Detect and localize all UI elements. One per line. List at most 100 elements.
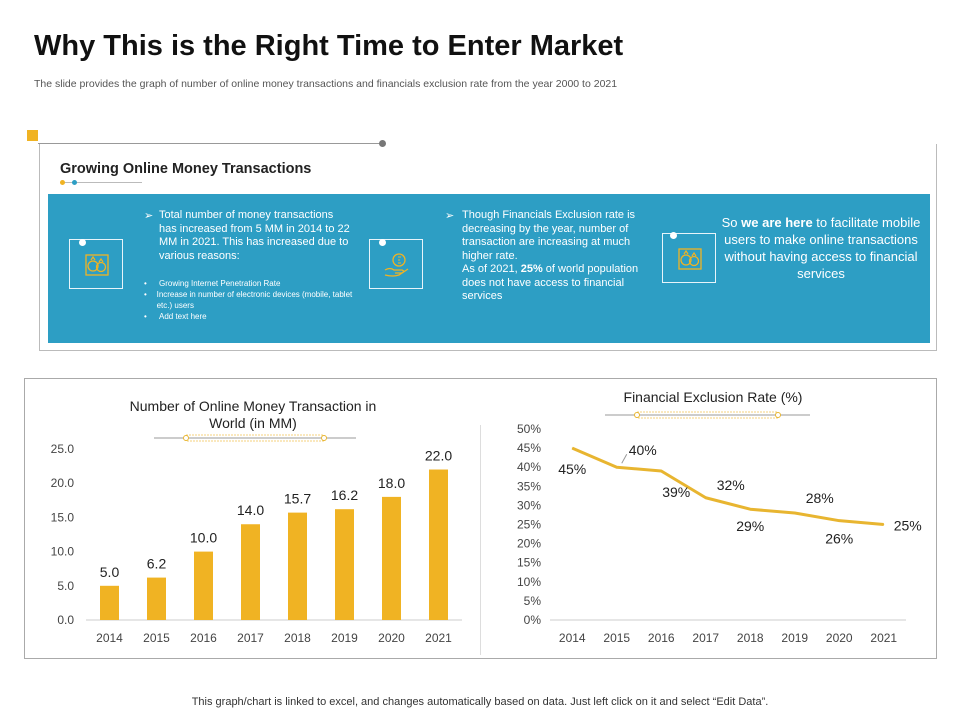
- x-tick-label: 2015: [143, 631, 170, 645]
- x-tick-label: 2020: [826, 631, 853, 645]
- title-rule-dot: [321, 435, 327, 441]
- x-tick-label: 2019: [781, 631, 808, 645]
- bullet-arrow-icon: ➢: [445, 210, 455, 222]
- col1-sub-list: • Growing Internet Penetration Rate • Incr…: [144, 278, 354, 322]
- x-tick-label: 2018: [284, 631, 311, 645]
- data-label: 10.0: [190, 530, 217, 546]
- list-item: • Growing Internet Penetration Rate: [144, 279, 281, 288]
- y-tick-label: 35%: [517, 479, 541, 493]
- data-label: 14.0: [237, 502, 264, 518]
- info-panel-frame: [39, 144, 937, 351]
- data-label: 18.0: [378, 475, 405, 491]
- list-item: • Increase in number of electronic device…: [144, 290, 353, 310]
- money-bags-icon: [662, 233, 716, 283]
- col1-bullet: Total number of money transactions has i…: [159, 209, 350, 262]
- page-subtitle: The slide provides the graph of number o…: [34, 78, 618, 90]
- y-tick-label: 20.0: [51, 476, 75, 490]
- x-tick-label: 2014: [96, 631, 123, 645]
- bar: [429, 469, 448, 620]
- charts-frame: [24, 378, 937, 659]
- x-tick-label: 2016: [190, 631, 217, 645]
- icon-dot: [379, 239, 386, 246]
- y-tick-label: 0%: [524, 613, 542, 627]
- icon-dot: [670, 232, 677, 239]
- page-title: Why This is the Right Time to Enter Mark…: [34, 30, 624, 62]
- x-tick-label: 2017: [237, 631, 264, 645]
- bar: [288, 512, 307, 620]
- data-label: 25%: [894, 518, 922, 534]
- x-tick-label: 2016: [648, 631, 675, 645]
- data-label: 5.0: [100, 564, 120, 580]
- y-tick-label: 50%: [517, 422, 541, 436]
- title-rule-dot: [634, 412, 640, 418]
- y-tick-label: 40%: [517, 460, 541, 474]
- x-tick-label: 2020: [378, 631, 405, 645]
- accent-square: [27, 130, 38, 141]
- y-tick-label: 45%: [517, 441, 541, 455]
- data-label: 29%: [736, 518, 764, 534]
- data-point: [883, 524, 885, 525]
- y-tick-label: 30%: [517, 498, 541, 512]
- bar-chart-title: Number of Online Money Transaction in Wo…: [129, 398, 377, 431]
- bullet-arrow-icon: ➢: [144, 210, 154, 222]
- icon-dot: [79, 239, 86, 246]
- data-label: 40%: [629, 442, 657, 458]
- section-rule-dot: [379, 140, 386, 147]
- money-bags-icon: [69, 239, 123, 289]
- title-rule-dot: [183, 435, 189, 441]
- y-tick-label: 25.0: [51, 442, 75, 456]
- y-tick-label: 15%: [517, 556, 541, 570]
- list-item: • Add text here: [144, 312, 207, 321]
- data-point: [794, 512, 796, 514]
- data-label: 26%: [825, 531, 853, 547]
- x-tick-label: 2014: [559, 631, 586, 645]
- heading-underline: [60, 182, 142, 183]
- charts-divider: [480, 425, 481, 655]
- x-tick-label: 2021: [425, 631, 452, 645]
- heading-dot-blue: [72, 180, 77, 185]
- x-tick-label: 2018: [737, 631, 764, 645]
- data-point: [571, 447, 573, 449]
- x-tick-label: 2021: [870, 631, 897, 645]
- data-point: [838, 520, 840, 522]
- y-tick-label: 20%: [517, 537, 541, 551]
- label-leader-line: [621, 453, 628, 464]
- bar: [147, 577, 166, 620]
- hand-coin-icon: [369, 239, 423, 289]
- data-label: 22.0: [425, 448, 452, 464]
- line-chart-title: Financial Exclusion Rate (%): [623, 389, 803, 405]
- heading-dot-yellow: [60, 180, 65, 185]
- info-panel: [48, 194, 930, 343]
- data-point: [749, 508, 751, 510]
- y-tick-label: 5%: [524, 594, 542, 608]
- x-tick-label: 2017: [692, 631, 719, 645]
- data-label: 39%: [662, 484, 690, 500]
- data-point: [705, 497, 707, 499]
- bar: [382, 496, 401, 620]
- bar: [335, 509, 354, 620]
- data-label: 45%: [558, 461, 586, 477]
- y-tick-label: 10%: [517, 575, 541, 589]
- y-tick-label: 5.0: [57, 579, 74, 593]
- x-tick-label: 2019: [331, 631, 358, 645]
- data-label: 16.2: [331, 487, 358, 503]
- section-heading: Growing Online Money Transactions: [60, 161, 312, 177]
- col2-bullet: Though Financials Exclusion rate is decr…: [462, 209, 639, 302]
- data-label: 32%: [717, 477, 745, 493]
- y-tick-label: 0.0: [57, 613, 74, 627]
- title-rule-dot: [775, 412, 781, 418]
- col3-statement: So we are here to facilitate mobile user…: [721, 215, 921, 281]
- bar: [241, 524, 260, 620]
- bar: [194, 551, 213, 620]
- series-line: [571, 446, 884, 526]
- bar-chart: 0.0 5.0 10.0 15.0 20.0 25.0 5.0 2014 6.2 2015 10.0…: [51, 434, 462, 645]
- section-rule: [38, 143, 382, 144]
- line-chart: 0% 5% 10% 15% 20% 25% 30% 35% 40% 45% 50% 45% 2014 40…: [517, 411, 922, 645]
- y-tick-label: 10.0: [51, 545, 75, 559]
- data-label: 15.7: [284, 491, 311, 507]
- x-tick-label: 2015: [603, 631, 630, 645]
- data-point: [660, 470, 662, 472]
- bar: [100, 585, 119, 620]
- data-label: 28%: [806, 490, 834, 506]
- data-point: [616, 466, 618, 468]
